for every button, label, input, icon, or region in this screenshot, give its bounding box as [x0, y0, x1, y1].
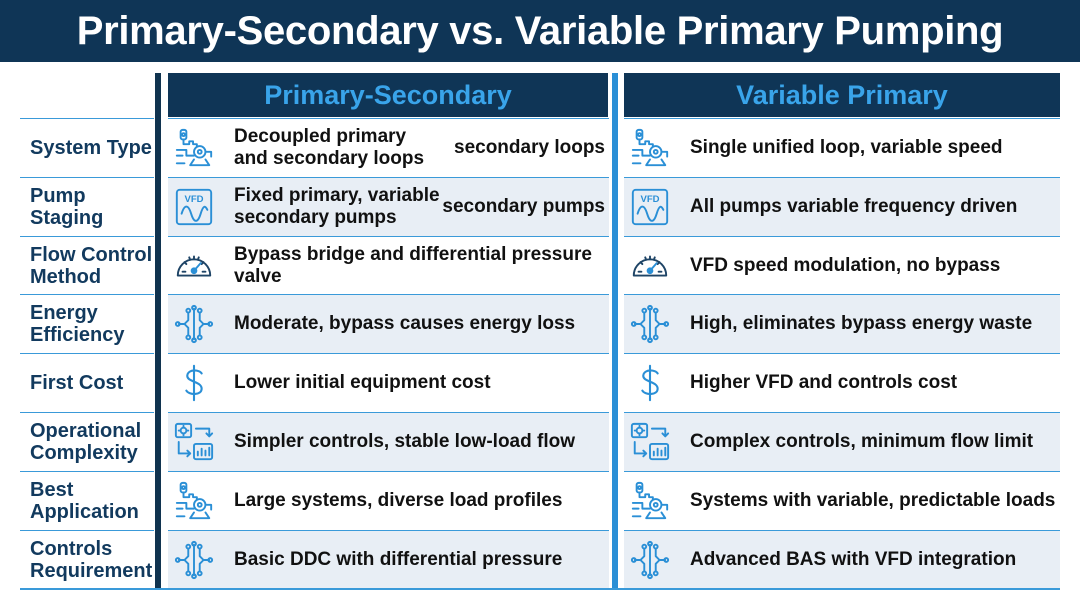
controls-icon	[168, 413, 220, 471]
circuit-icon	[624, 295, 676, 353]
pump-icon	[168, 472, 220, 530]
variable-primary-cell: Single unified loop, variable speed	[624, 118, 1060, 177]
cell-text: Basic DDC with differential pressure	[234, 548, 563, 570]
variable-primary-cell: Advanced BAS with VFD integration	[624, 530, 1060, 588]
pump-icon	[624, 472, 676, 530]
cell-text: Single unified loop, variable speed	[690, 137, 1003, 158]
column-header-variable-primary: Variable Primary	[624, 73, 1060, 117]
row-label: Energy Efficiency	[20, 294, 154, 353]
vfd-icon: VFD	[624, 178, 676, 236]
circuit-icon	[168, 295, 220, 353]
title-bar: Primary-Secondary vs. Variable Primary P…	[0, 0, 1080, 62]
primary-secondary-cell: Moderate, bypass causes energy loss	[168, 294, 609, 353]
variable-primary-cell: High, eliminates bypass energy waste	[624, 294, 1060, 353]
vfd-icon: VFD	[168, 178, 220, 236]
cell-text: Decoupled primary and secondary loops	[234, 126, 425, 169]
row-label: First Cost	[20, 353, 154, 412]
cell-text: Lower initial equipment cost	[234, 372, 491, 393]
controls-icon	[624, 413, 676, 471]
dollar-icon	[168, 354, 220, 412]
primary-secondary-cell: Lower initial equipment cost	[168, 353, 609, 412]
cell-text: All pumps variable frequency driven	[690, 196, 1018, 217]
variable-primary-cell: Complex controls, minimum flow limit	[624, 412, 1060, 471]
svg-text:VFD: VFD	[640, 194, 659, 205]
cell-text: Bypass bridge and differential pressure …	[234, 243, 592, 287]
cell-text: Large systems, diverse load profiles	[234, 490, 563, 511]
row-label: Pump Staging	[20, 177, 154, 236]
primary-secondary-cell: Simpler controls, stable low-load flow	[168, 412, 609, 471]
primary-secondary-cell: VFD Fixed primary, variable secondary pu…	[168, 177, 609, 236]
variable-primary-cell: Systems with variable, predictable loads	[624, 471, 1060, 530]
variable-primary-cell: Higher VFD and controls cost	[624, 353, 1060, 412]
variable-primary-cell: VFD All pumps variable frequency driven	[624, 177, 1060, 236]
row-label: Best Application	[20, 471, 154, 530]
variable-primary-cell: VFD speed modulation, no bypass	[624, 236, 1060, 294]
cell-text: Simpler controls, stable low-load flow	[234, 431, 575, 452]
primary-secondary-cell: Decoupled primary and secondary loops sec…	[168, 118, 609, 177]
row-label: Flow Control Method	[20, 236, 154, 294]
cell-text: Higher VFD and controls cost	[690, 372, 958, 393]
pump-icon	[168, 119, 220, 177]
cell-text: Fixed primary, variable secondary pumps	[234, 185, 440, 228]
table-bottom-border	[20, 588, 1060, 590]
pump-icon	[624, 119, 676, 177]
cell-text: Advanced BAS with VFD integration	[690, 548, 1017, 570]
gauge-icon	[168, 237, 220, 294]
cell-text: Complex controls, minimum flow limit	[690, 431, 1034, 452]
column-divider	[612, 73, 618, 589]
circuit-icon	[168, 531, 220, 588]
row-label: System Type	[20, 118, 154, 177]
cell-text: Systems with variable, predictable loads	[690, 490, 1056, 511]
cell-text: VFD speed modulation, no bypass	[690, 254, 1001, 276]
column-header-primary-secondary: Primary-Secondary	[168, 73, 608, 117]
label-column-divider	[155, 73, 161, 589]
page-title: Primary-Secondary vs. Variable Primary P…	[76, 8, 1004, 53]
row-label: Controls Requirement	[20, 530, 154, 588]
cell-overflow-text: secondary pumps	[442, 196, 605, 217]
primary-secondary-cell: Basic DDC with differential pressure	[168, 530, 609, 588]
cell-text: High, eliminates bypass energy waste	[690, 313, 1033, 334]
circuit-icon	[624, 531, 676, 588]
primary-secondary-cell: Large systems, diverse load profiles	[168, 471, 609, 530]
svg-text:VFD: VFD	[184, 194, 203, 205]
row-label: Operational Complexity	[20, 412, 154, 471]
cell-text: Moderate, bypass causes energy loss	[234, 313, 576, 334]
primary-secondary-cell: Bypass bridge and differential pressure …	[168, 236, 609, 294]
cell-overflow-text: secondary loops	[454, 137, 605, 158]
dollar-icon	[624, 354, 676, 412]
gauge-icon	[624, 237, 676, 294]
